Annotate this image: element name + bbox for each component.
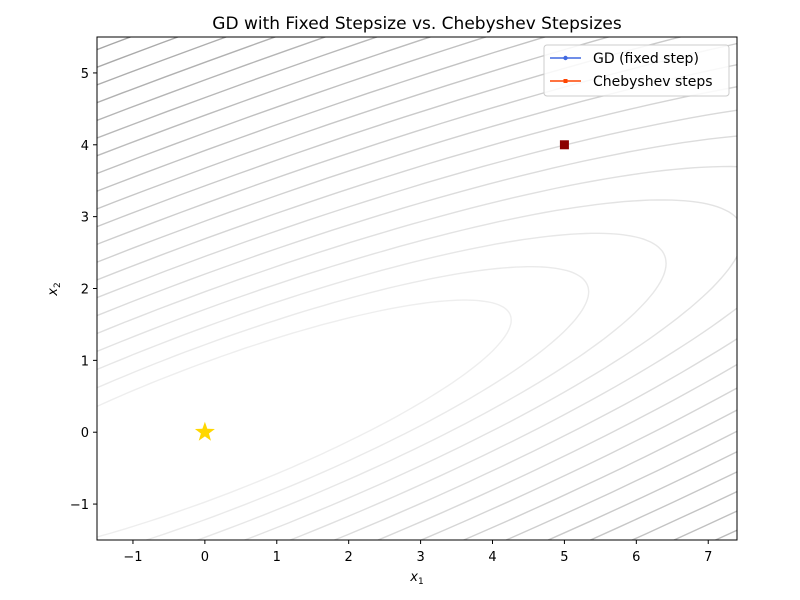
legend-label-gd: GD (fixed step) bbox=[593, 51, 699, 67]
legend-label-chebyshev: Chebyshev steps bbox=[593, 74, 713, 90]
y-tick-label: 2 bbox=[81, 283, 89, 298]
x-axis: −1 0 1 2 3 4 5 6 7 bbox=[123, 540, 712, 565]
x-axis-label: x1 bbox=[409, 570, 423, 587]
contour-line bbox=[97, 232, 667, 540]
chart-title: GD with Fixed Stepsize vs. Chebyshev Ste… bbox=[212, 14, 622, 34]
contour-line bbox=[97, 109, 737, 540]
y-axis-label: x2 bbox=[46, 282, 63, 296]
circle-marker-icon bbox=[563, 55, 568, 61]
y-tick-label: 0 bbox=[81, 426, 89, 441]
legend-item-gd: GD (fixed step) bbox=[550, 51, 699, 67]
legend-box bbox=[543, 44, 730, 97]
plot-background bbox=[97, 37, 737, 540]
y-tick-label: −1 bbox=[70, 498, 89, 513]
contour-line bbox=[97, 135, 737, 540]
contour-line bbox=[97, 86, 737, 540]
start-point-marker bbox=[559, 140, 569, 150]
star-icon bbox=[194, 421, 215, 441]
markers bbox=[194, 140, 569, 441]
x-tick-label: 7 bbox=[704, 550, 712, 565]
x-tick-label: 2 bbox=[345, 550, 353, 565]
contour-line bbox=[97, 266, 590, 540]
legend-item-chebyshev: Chebyshev steps bbox=[550, 74, 713, 90]
y-tick-label: 3 bbox=[81, 211, 89, 226]
y-tick-label: 1 bbox=[81, 354, 89, 369]
legend: GD (fixed step) Chebyshev steps bbox=[543, 44, 730, 97]
y-tick-label: 5 bbox=[81, 67, 89, 82]
x-tick-label: 1 bbox=[273, 550, 281, 565]
contour-line bbox=[97, 299, 512, 538]
y-axis: −1 0 1 2 3 4 5 bbox=[70, 67, 97, 513]
square-marker-icon bbox=[563, 79, 568, 83]
contour-line bbox=[97, 165, 737, 540]
x-tick-label: 4 bbox=[488, 550, 496, 565]
x-tick-label: 0 bbox=[201, 550, 209, 565]
x-tick-label: −1 bbox=[123, 550, 142, 565]
y-tick-label: 4 bbox=[81, 139, 89, 154]
contour-line bbox=[97, 199, 737, 540]
x-tick-label: 6 bbox=[632, 550, 640, 565]
x-tick-label: 5 bbox=[560, 550, 568, 565]
x-tick-label: 3 bbox=[416, 550, 424, 565]
